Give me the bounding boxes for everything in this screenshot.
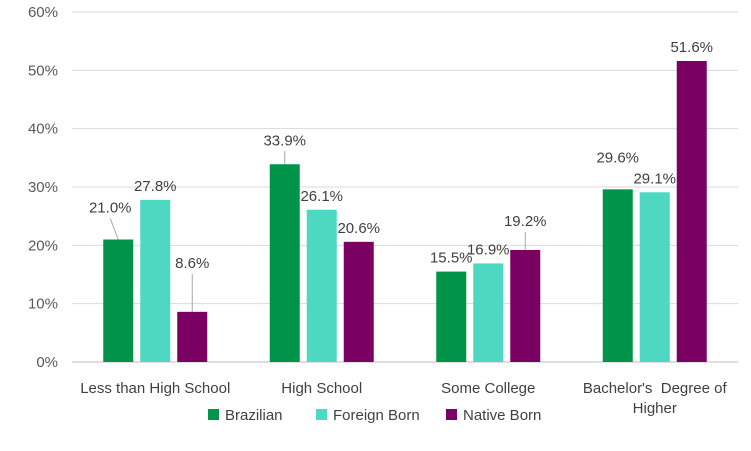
data-label: 29.1% (633, 170, 676, 187)
bars (103, 61, 707, 362)
data-label: 21.0% (89, 200, 132, 217)
legend-item: Foreign Born (316, 407, 420, 424)
x-category-label: Less than High School (80, 380, 230, 397)
legend-swatch (316, 409, 327, 420)
legend-swatch (446, 409, 457, 420)
y-tick-label: 30% (28, 179, 58, 196)
data-labels: 21.0%27.8% 8.6% 33.9% 26.1% 20.6% 15.5%16.9% 1… (89, 39, 713, 312)
data-label: 15.5% (430, 250, 473, 267)
bar (269, 164, 300, 362)
bar (140, 199, 171, 362)
legend-item: Native Born (446, 407, 541, 424)
y-tick-label: 10% (28, 296, 58, 313)
bar (306, 209, 337, 362)
bar (103, 239, 134, 362)
data-label: 16.9% (467, 241, 510, 258)
y-tick-label: 0% (36, 354, 58, 371)
bar (436, 271, 467, 362)
label-leader-line (109, 218, 119, 240)
legend-swatch (208, 409, 219, 420)
legend: Brazilian Foreign Born Native Born (208, 407, 541, 424)
x-axis-categories: Less than High School High School Some Col… (80, 380, 727, 417)
data-label: 33.9% (263, 132, 306, 149)
y-tick-label: 50% (28, 62, 58, 79)
y-tick-label: 40% (28, 121, 58, 138)
legend-item: Brazilian (208, 407, 283, 424)
legend-label: Foreign Born (333, 407, 420, 424)
bar (676, 61, 707, 362)
bar (177, 311, 208, 362)
data-label: 20.6% (337, 220, 380, 237)
y-tick-label: 60% (28, 4, 58, 21)
data-label: 27.8% (134, 178, 177, 195)
x-category-label: High School (281, 380, 362, 397)
legend-label: Brazilian (225, 407, 283, 424)
bar (343, 241, 374, 362)
data-label: 51.6% (670, 39, 713, 56)
data-label: 29.6% (596, 149, 639, 166)
bar (639, 192, 670, 362)
legend-label: Native Born (463, 407, 541, 424)
data-label: 26.1% (300, 188, 343, 205)
grid-lines (72, 11, 738, 363)
bar (473, 263, 504, 362)
data-label: 19.2% (504, 213, 547, 230)
x-category-label: Some College (441, 380, 535, 397)
bar (510, 250, 541, 362)
data-label: 8.6% (175, 255, 209, 272)
x-category-label: Bachelor's Degree of Higher (583, 380, 728, 417)
y-tick-label: 20% (28, 237, 58, 254)
y-axis-ticks: 0% 10% 20% 30% 40% 50% 60% (28, 4, 58, 371)
bar (602, 189, 633, 362)
